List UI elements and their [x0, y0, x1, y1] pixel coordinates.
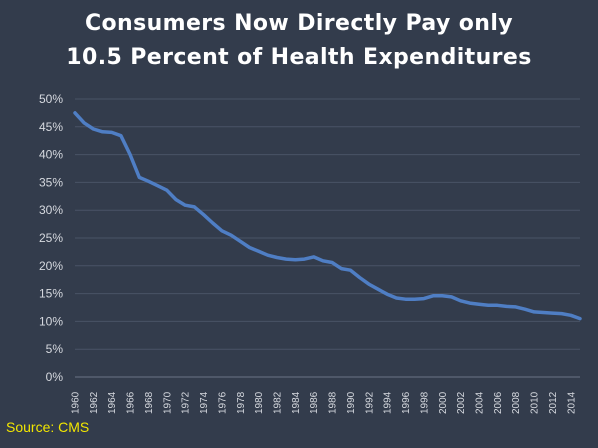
x-tick-label: 1990 — [346, 391, 357, 414]
x-tick-label: 1966 — [126, 391, 137, 414]
y-tick-label: 0% — [46, 370, 64, 384]
x-tick-label: 1976 — [217, 391, 228, 414]
x-tick-label: 2000 — [438, 391, 449, 414]
x-tick-label: 1980 — [254, 391, 265, 414]
y-tick-label: 25% — [39, 231, 63, 245]
y-tick-label: 30% — [39, 203, 63, 217]
x-tick-label: 2004 — [475, 391, 486, 414]
x-tick-label: 1982 — [273, 391, 284, 414]
x-tick-label: 2014 — [566, 391, 577, 414]
chart-title-line-2: 10.5 Percent of Health Expenditures — [66, 45, 532, 70]
x-tick-label: 1996 — [401, 391, 412, 414]
y-tick-label: 50% — [39, 92, 63, 106]
x-tick-label: 1992 — [364, 391, 375, 414]
x-tick-label: 1974 — [199, 391, 210, 414]
x-tick-label: 1978 — [236, 391, 247, 414]
x-tick-label: 1998 — [419, 391, 430, 414]
chart-title-line-1: Consumers Now Directly Pay only — [84, 11, 514, 36]
x-tick-label: 2008 — [511, 391, 522, 414]
grid-lines — [75, 98, 580, 378]
y-tick-label: 10% — [39, 314, 63, 328]
x-tick-label: 1984 — [291, 391, 302, 414]
y-tick-label: 15% — [39, 287, 63, 301]
x-tick-label: 1988 — [328, 391, 339, 414]
x-tick-label: 1972 — [181, 391, 192, 414]
y-axis-tick-labels: 0% 5% 10% 15% 20% 25% 30% 35% 40% 45% 50% — [39, 92, 63, 384]
x-tick-label: 2010 — [530, 391, 541, 414]
y-tick-label: 40% — [39, 148, 63, 162]
source-note: Source: CMS — [6, 419, 90, 435]
x-tick-label: 1970 — [162, 391, 173, 414]
x-tick-label: 1960 — [71, 391, 82, 414]
x-tick-label: 2002 — [456, 391, 467, 414]
y-tick-label: 35% — [39, 175, 63, 189]
y-tick-label: 20% — [39, 259, 63, 273]
x-tick-label: 1994 — [383, 391, 394, 414]
series-line — [73, 111, 582, 321]
x-tick-label: 1968 — [144, 391, 155, 414]
x-tick-label: 1964 — [107, 391, 118, 414]
x-tick-label: 1962 — [89, 391, 100, 414]
series-layer — [73, 111, 582, 321]
y-tick-label: 5% — [46, 342, 64, 356]
x-tick-label: 1986 — [309, 391, 320, 414]
x-tick-label: 2012 — [548, 391, 559, 414]
x-tick-label: 2006 — [493, 391, 504, 414]
x-axis-tick-labels: 1960 1962 1964 1966 1968 1970 1972 1974 1976 1978… — [71, 391, 578, 414]
y-tick-label: 45% — [39, 120, 63, 134]
